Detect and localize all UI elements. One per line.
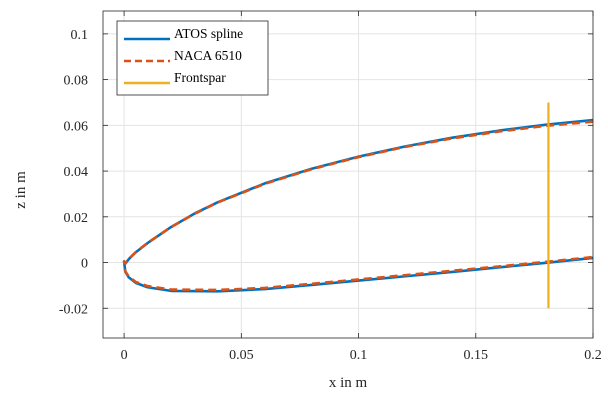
legend: ATOS spline NACA 6510 Frontspar	[116, 20, 269, 96]
x-tick-label: 0.15	[464, 348, 489, 363]
ticks: 0 0.05 0.1 0.15 0.2 -0.02 0 0.02 0.04 0.06 0.08 0.1	[59, 11, 602, 363]
x-tick-label: 0.2	[584, 348, 602, 363]
y-tick-label: 0	[81, 257, 88, 272]
legend-label: Frontspar	[174, 70, 226, 85]
y-tick-label: 0.02	[64, 211, 89, 226]
series-line-2	[122, 120, 593, 292]
x-tick-label: 0.05	[229, 348, 254, 363]
grid	[103, 11, 594, 338]
x-tick-label: 0	[121, 348, 128, 363]
y-tick-label: 0.06	[64, 119, 89, 134]
plot-frame	[102, 10, 594, 339]
legend-label: NACA 6510	[174, 48, 242, 63]
x-tick-label: 0.1	[350, 348, 368, 363]
legend-label: ATOS spline	[174, 26, 243, 41]
x-axis-label: x in m	[329, 375, 368, 391]
y-tick-label: 0.08	[64, 74, 89, 89]
y-tick-label: -0.02	[59, 302, 88, 317]
y-tick-label: 0.1	[71, 28, 89, 43]
y-tick-label: 0.04	[64, 165, 89, 180]
y-axis-label: z in m	[13, 171, 29, 209]
series-layer	[122, 102, 593, 309]
